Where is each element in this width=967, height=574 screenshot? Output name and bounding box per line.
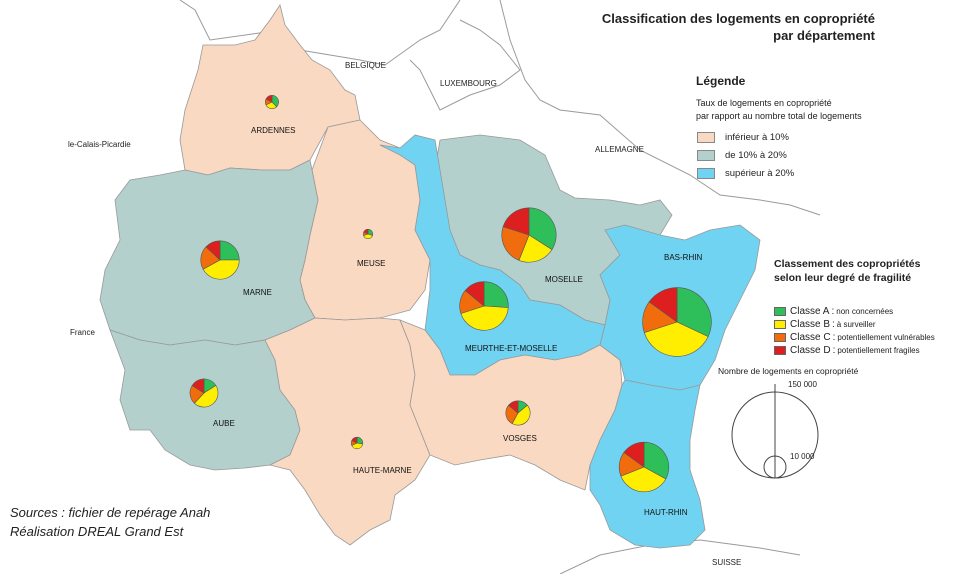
fragility-swatch-c [774, 332, 786, 342]
pie-slice-haut-rhin-class-a [643, 441, 670, 480]
pie-slice-meuse-class-d [363, 228, 369, 235]
fragility-class-b: Classe B [790, 318, 831, 330]
legend-label-high: supérieur à 20% [725, 167, 795, 179]
sources-line1: Sources : fichier de repérage Anah [10, 505, 211, 520]
legend-swatch-mid [697, 149, 715, 161]
fragility-swatch-d [774, 345, 786, 355]
map-title-line2: par département [773, 28, 875, 43]
fragility-legend-title: Classement des copropriétés selon leur d… [774, 257, 920, 285]
legend-subtitle-line2: par rapport au nombre total de logements [696, 111, 862, 121]
pie-slice-vosges-class-d [508, 400, 519, 414]
pie-chart-bas-rhin [642, 287, 712, 357]
pie-chart-ardennes [265, 95, 279, 109]
pie-slice-marne-class-a [219, 240, 240, 261]
pie-slice-moselle-class-c [501, 226, 530, 261]
fragility-desc-a: non concernées [836, 306, 894, 316]
pie-slice-ardennes-class-d [265, 95, 273, 103]
dept-label-marne: MARNE [243, 288, 272, 297]
pie-slice-moselle-class-d [502, 207, 530, 236]
fragility-class-d: Classe D [790, 344, 831, 356]
dept-label-meuse: MEUSE [357, 259, 385, 268]
fragility-swatch-b [774, 319, 786, 329]
dept-label-haute-marne: HAUTE-MARNE [353, 466, 412, 475]
pie-chart-haute-marne [350, 436, 364, 450]
neighbor-label-allemagne: ALLEMAGNE [595, 145, 644, 154]
map-title: Classification des logements en copropri… [602, 10, 875, 44]
neighbor-label-luxembourg: LUXEMBOURG [440, 79, 497, 88]
fragility-desc-c: potentiellement vulnérables [837, 332, 935, 342]
neighbor-label-nord: le-Calais-Picardie [68, 140, 131, 149]
sources-line2: Réalisation DREAL Grand Est [10, 524, 184, 539]
pie-slice-bas-rhin-class-a [676, 287, 712, 338]
germany-border [499, 0, 821, 216]
neighbor-label-suisse: SUISSE [712, 558, 741, 567]
dept-label-haut-rhin: HAUT-RHIN [644, 508, 688, 517]
neighbor-label-belgique: BELGIQUE [345, 61, 386, 70]
legend-item-mid: de 10% à 20% [697, 148, 787, 162]
size-legend-title: Nombre de logements en copropriété [718, 366, 859, 376]
fragility-title-line2: selon leur degré de fragilité [774, 272, 912, 284]
pie-slice-moselle-class-b [518, 234, 553, 263]
pie-slice-haut-rhin-class-b [620, 466, 667, 493]
legend-label-mid: de 10% à 20% [725, 149, 787, 161]
fragility-class-a: Classe A [790, 305, 830, 317]
dept-haute-marne[interactable] [264, 317, 431, 546]
pie-slice-meurthe-et-moselle-class-d [464, 281, 485, 307]
pie-chart-haut-rhin [618, 441, 670, 493]
pie-slice-vosges-class-b [511, 404, 531, 426]
luxembourg-border [409, 19, 521, 111]
fragility-item-b: Classe B: à surveiller [774, 318, 875, 330]
legend-title: Légende [696, 74, 746, 88]
dept-label-vosges: VOSGES [503, 434, 537, 443]
pie-slice-bas-rhin-class-b [643, 321, 709, 357]
legend-subtitle: Taux de logements en copropriété par rap… [696, 97, 896, 123]
fragility-item-c: Classe C: potentiellement vulnérables [774, 331, 935, 343]
map-title-line1: Classification des logements en copropri… [601, 11, 875, 26]
pie-chart-meuse [362, 228, 373, 239]
legend-label-low: inférieur à 10% [725, 131, 789, 143]
pie-slice-aube-class-b [193, 385, 219, 408]
pie-chart-marne [200, 240, 240, 280]
fragility-desc-b: à surveiller [836, 319, 876, 329]
fragility-desc-d: potentiellement fragiles [837, 345, 920, 355]
dept-label-bas-rhin: BAS-RHIN [664, 253, 702, 262]
sources-note: Sources : fichier de repérage Anah Réali… [10, 503, 210, 541]
pie-chart-meurthe-et-moselle [459, 281, 509, 331]
pie-chart-moselle [501, 207, 557, 263]
dept-label-aube: AUBE [213, 419, 235, 428]
dept-label-ardennes: ARDENNES [251, 126, 295, 135]
dept-label-meurthe-et-moselle: MEURTHE-ET-MOSELLE [465, 344, 557, 353]
fragility-class-c: Classe C [790, 331, 831, 343]
pie-slice-meurthe-et-moselle-class-a [483, 281, 509, 308]
pie-slice-haut-rhin-class-d [623, 441, 645, 468]
pie-slice-meurthe-et-moselle-class-b [460, 305, 509, 331]
fragility-item-d: Classe D: potentiellement fragiles [774, 344, 920, 356]
legend-subtitle-line1: Taux de logements en copropriété [696, 98, 832, 108]
dept-label-moselle: MOSELLE [545, 275, 583, 284]
pie-slice-haute-marne-class-d [351, 436, 358, 444]
belgium-border [179, 0, 461, 66]
pie-slice-bas-rhin-class-d [648, 287, 678, 323]
fragility-item-a: Classe A: non concernées [774, 305, 893, 317]
pie-slice-marne-class-d [205, 240, 221, 261]
pie-slice-aube-class-d [191, 378, 205, 394]
fragility-swatch-a [774, 306, 786, 316]
pie-slice-marne-class-b [202, 259, 240, 280]
legend-item-high: supérieur à 20% [697, 166, 794, 180]
legend-swatch-high [697, 167, 715, 179]
neighbor-label-france: France [70, 328, 95, 337]
legend-swatch-low [697, 131, 715, 143]
pie-chart-aube [189, 378, 219, 408]
pie-chart-vosges [505, 400, 531, 426]
size-legend-small-label: 10 000 [790, 452, 815, 461]
legend-item-low: inférieur à 10% [697, 130, 789, 144]
fragility-title-line1: Classement des copropriétés [774, 258, 921, 270]
size-legend-large-label: 150 000 [788, 380, 817, 389]
